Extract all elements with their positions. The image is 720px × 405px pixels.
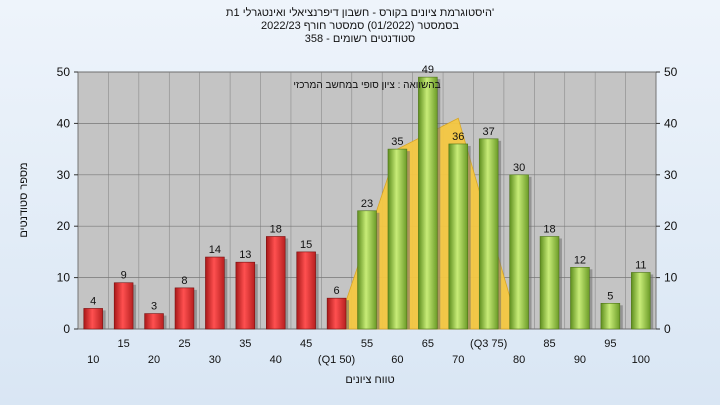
bar xyxy=(296,251,316,330)
bar-value-label: 37 xyxy=(483,126,495,138)
y-tick-label-left: 30 xyxy=(57,168,71,182)
bar xyxy=(631,272,651,330)
chart-subtitle-students: סטודנטים רשומים - 358 xyxy=(304,33,416,45)
bar-value-label: 13 xyxy=(239,249,251,261)
chart-subtitle: בסמסטר (01/2022) סמסטר חורף 2022/23 xyxy=(260,20,460,32)
bar xyxy=(326,297,347,330)
bar-value-label: 12 xyxy=(574,254,586,266)
bar-value-label: 5 xyxy=(607,290,613,302)
bar xyxy=(235,261,256,330)
x-tick-label: 100 xyxy=(632,354,650,366)
x-tick-label: 80 xyxy=(513,354,525,366)
bar xyxy=(113,282,134,330)
y-tick-label-right: 30 xyxy=(664,168,678,182)
bar xyxy=(83,308,103,330)
y-tick-label-left: 0 xyxy=(63,322,70,336)
bar-value-label: 11 xyxy=(635,259,646,271)
bar xyxy=(387,148,408,330)
x-tick-label: 55 xyxy=(361,338,373,350)
bar xyxy=(144,313,164,330)
bar-value-label: 3 xyxy=(151,301,157,313)
bar-value-label: 6 xyxy=(334,285,340,297)
bar xyxy=(174,287,195,330)
x-tick-label: 20 xyxy=(148,354,160,366)
bar-value-label: 35 xyxy=(391,136,403,148)
x-tick-label: (Q1 50) xyxy=(318,354,355,366)
bar-value-label: 4 xyxy=(90,295,96,307)
bar xyxy=(539,236,560,330)
x-tick-label: 85 xyxy=(543,338,555,350)
bar-value-label: 14 xyxy=(209,244,221,256)
bar-value-label: 9 xyxy=(121,270,127,282)
x-axis-title: טווח ציונים xyxy=(345,374,395,386)
y-tick-label-left: 40 xyxy=(57,116,71,130)
bar xyxy=(205,256,225,330)
x-tick-label: 25 xyxy=(178,338,190,350)
x-tick-label: 35 xyxy=(239,338,251,350)
x-tick-label: 40 xyxy=(270,354,282,366)
x-tick-label: 10 xyxy=(87,354,99,366)
x-tick-label: 30 xyxy=(209,354,221,366)
y-tick-label-right: 40 xyxy=(664,116,678,130)
x-tick-label: 45 xyxy=(300,338,312,350)
comparison-annotation: בהשוואה : ציון סופי במחשב המרכזי xyxy=(293,80,441,91)
bar xyxy=(509,174,529,330)
chart-title: 'היסטוגרמת ציונים בקורס - חשבון דיפרנציא… xyxy=(225,7,495,19)
bar xyxy=(600,302,621,330)
bar xyxy=(418,76,438,330)
bar-value-label: 18 xyxy=(543,223,555,235)
x-tick-label: 60 xyxy=(391,354,403,366)
bar-value-label: 36 xyxy=(452,131,464,143)
bar xyxy=(478,138,499,330)
y-tick-label-left: 10 xyxy=(57,271,71,285)
chart-title-block: 'היסטוגרמת ציונים בקורס - חשבון דיפרנציא… xyxy=(0,7,720,46)
y-tick-label-right: 50 xyxy=(664,65,678,79)
x-tick-label: 70 xyxy=(452,354,464,366)
y-tick-label-right: 10 xyxy=(664,271,678,285)
x-tick-label: 15 xyxy=(118,338,130,350)
bar xyxy=(266,236,286,330)
bar-value-label: 8 xyxy=(181,275,187,287)
x-tick-label: (Q3 75) xyxy=(470,338,507,350)
y-axis-title: מספר סטודנטים xyxy=(18,162,30,238)
y-tick-label-right: 0 xyxy=(664,322,671,336)
bar-value-label: 18 xyxy=(270,223,282,235)
x-tick-label: 90 xyxy=(574,354,586,366)
bar-value-label: 23 xyxy=(361,198,373,210)
bar-value-label: 49 xyxy=(422,64,434,76)
bar-value-label: 30 xyxy=(513,162,525,174)
x-tick-label: 95 xyxy=(604,338,616,350)
bar-value-label: 15 xyxy=(300,239,312,251)
bar xyxy=(448,143,468,330)
y-tick-label-right: 20 xyxy=(664,219,678,233)
bar xyxy=(570,267,590,330)
bar xyxy=(357,210,377,330)
x-tick-label: 65 xyxy=(422,338,434,350)
y-tick-label-left: 50 xyxy=(57,65,71,79)
y-tick-label-left: 20 xyxy=(57,219,71,233)
